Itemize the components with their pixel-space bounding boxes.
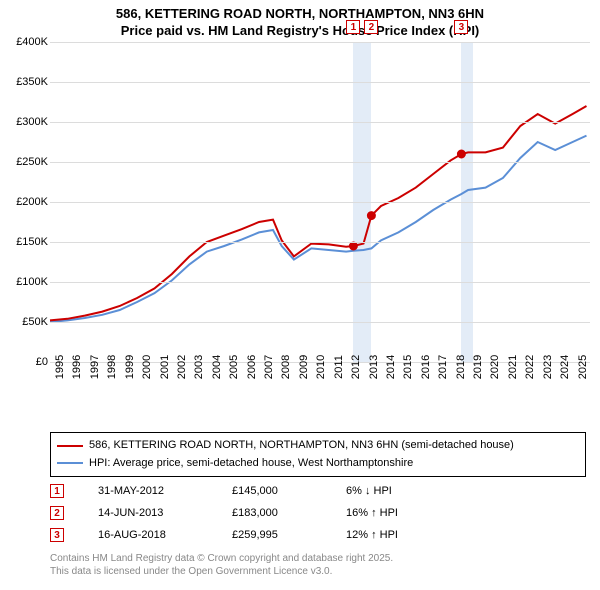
sale-marker-dot	[367, 212, 375, 220]
x-axis-label: 2007	[263, 355, 275, 379]
sale-row: 1 31-MAY-2012 £145,000 6% ↓ HPI	[50, 480, 586, 502]
x-axis-label: 1999	[124, 355, 136, 379]
legend-swatch	[57, 445, 83, 447]
x-axis-label: 2010	[315, 355, 327, 379]
x-axis-label: 2004	[211, 355, 223, 379]
sale-marker-dot	[349, 242, 357, 250]
sale-marker-box: 1	[50, 484, 64, 498]
sale-price: £145,000	[232, 485, 312, 497]
x-axis-label: 2023	[542, 355, 554, 379]
gridline	[50, 202, 590, 203]
y-axis-label: £200K	[16, 196, 48, 208]
series-hpi	[50, 136, 587, 322]
legend-item: HPI: Average price, semi-detached house,…	[57, 455, 579, 473]
y-axis-label: £250K	[16, 156, 48, 168]
title-line-1: 586, KETTERING ROAD NORTH, NORTHAMPTON, …	[0, 6, 600, 23]
x-axis-label: 2016	[420, 355, 432, 379]
gridline	[50, 162, 590, 163]
x-axis-label: 2020	[489, 355, 501, 379]
x-axis-label: 2025	[577, 355, 589, 379]
sale-date: 14-JUN-2013	[98, 507, 198, 519]
callout-box: 2	[364, 20, 378, 34]
title-line-2: Price paid vs. HM Land Registry's House …	[0, 23, 600, 40]
attribution-line: Contains HM Land Registry data © Crown c…	[50, 552, 586, 565]
attribution-line: This data is licensed under the Open Gov…	[50, 565, 586, 578]
gridline	[50, 282, 590, 283]
sale-date: 31-MAY-2012	[98, 485, 198, 497]
y-axis-label: £100K	[16, 276, 48, 288]
sale-price: £183,000	[232, 507, 312, 519]
legend-item: 586, KETTERING ROAD NORTH, NORTHAMPTON, …	[57, 437, 579, 455]
gridline	[50, 42, 590, 43]
y-axis-label: £150K	[16, 236, 48, 248]
x-axis-label: 2017	[437, 355, 449, 379]
sale-marker-box: 2	[50, 506, 64, 520]
legend-label: 586, KETTERING ROAD NORTH, NORTHAMPTON, …	[89, 437, 514, 455]
sale-diff: 16% ↑ HPI	[346, 507, 436, 519]
chart: 123 1995 1996 1997 1998 1999 2000 2001 2002 2003…	[0, 42, 600, 392]
gridline	[50, 82, 590, 83]
sale-price: £259,995	[232, 529, 312, 541]
x-axis-label: 2003	[193, 355, 205, 379]
x-axis-label: 2001	[159, 355, 171, 379]
sale-row: 2 14-JUN-2013 £183,000 16% ↑ HPI	[50, 502, 586, 524]
y-axis-label: £50K	[22, 316, 48, 328]
legend-swatch	[57, 462, 83, 464]
sale-date: 16-AUG-2018	[98, 529, 198, 541]
x-axis-label: 2021	[507, 355, 519, 379]
x-axis-label: 2009	[298, 355, 310, 379]
y-axis-label: £300K	[16, 116, 48, 128]
x-axis-label: 1997	[89, 355, 101, 379]
gridline	[50, 122, 590, 123]
sale-diff: 12% ↑ HPI	[346, 529, 436, 541]
legend: 586, KETTERING ROAD NORTH, NORTHAMPTON, …	[50, 432, 586, 477]
x-axis-label: 2008	[280, 355, 292, 379]
x-axis-label: 2011	[333, 355, 345, 379]
chart-title-block: 586, KETTERING ROAD NORTH, NORTHAMPTON, …	[0, 0, 600, 40]
attribution: Contains HM Land Registry data © Crown c…	[50, 552, 586, 578]
x-axis-label: 2002	[176, 355, 188, 379]
gridline	[50, 322, 590, 323]
legend-label: HPI: Average price, semi-detached house,…	[89, 455, 413, 473]
x-axis-label: 2019	[472, 355, 484, 379]
y-axis-label: £400K	[16, 36, 48, 48]
x-axis-label: 2024	[559, 355, 571, 379]
sale-marker-box: 3	[50, 528, 64, 542]
x-axis-label: 2022	[524, 355, 536, 379]
x-axis-label: 1998	[106, 355, 118, 379]
x-axis-label: 1996	[71, 355, 83, 379]
x-axis-label: 2012	[350, 355, 362, 379]
x-axis-label: 2005	[228, 355, 240, 379]
x-axis-label: 2006	[246, 355, 258, 379]
sale-row: 3 16-AUG-2018 £259,995 12% ↑ HPI	[50, 524, 586, 546]
sales-table: 1 31-MAY-2012 £145,000 6% ↓ HPI 2 14-JUN…	[50, 480, 586, 546]
callout-box: 3	[454, 20, 468, 34]
x-axis-label: 2013	[368, 355, 380, 379]
x-axis-label: 2000	[141, 355, 153, 379]
callout-box: 1	[346, 20, 360, 34]
x-axis-label: 2018	[455, 355, 467, 379]
series-price_paid	[50, 106, 587, 320]
y-axis-label: £350K	[16, 76, 48, 88]
x-axis-label: 2015	[402, 355, 414, 379]
sale-diff: 6% ↓ HPI	[346, 485, 436, 497]
y-axis-label: £0	[36, 356, 48, 368]
plot-area: 123	[50, 42, 590, 362]
sale-marker-dot	[457, 150, 465, 158]
x-axis-label: 1995	[54, 355, 66, 379]
gridline	[50, 242, 590, 243]
x-axis-label: 2014	[385, 355, 397, 379]
